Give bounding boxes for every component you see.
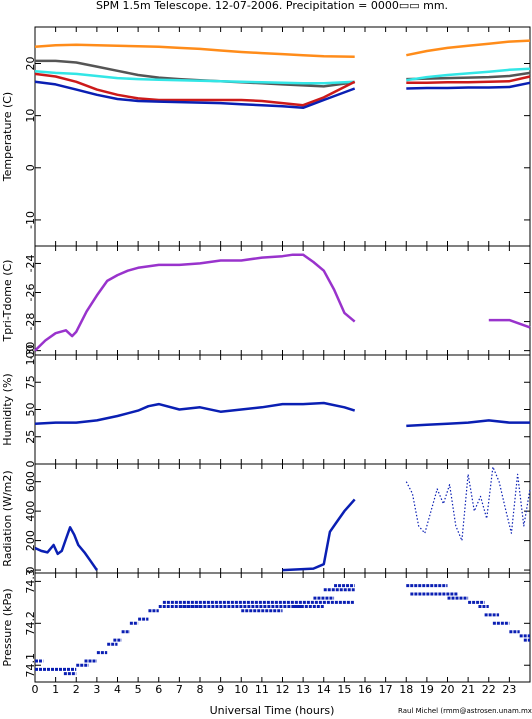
series-line — [405, 466, 531, 542]
x-tick-label: 11 — [255, 683, 269, 696]
series-line — [406, 419, 530, 428]
x-tick-label: 22 — [482, 683, 496, 696]
x-tick-label: 15 — [337, 683, 351, 696]
panel-frame — [34, 572, 531, 683]
panel-frame — [34, 354, 531, 465]
y-tick-label: 200 — [24, 530, 37, 551]
x-tick-label: 16 — [358, 683, 372, 696]
y-tick-label: 0 — [24, 567, 37, 574]
x-tick-label: 18 — [399, 683, 413, 696]
panel-frame — [34, 26, 531, 247]
y-tick-label: 20 — [24, 57, 37, 71]
y-tick-label: 0 — [24, 461, 37, 468]
x-tick-label: 5 — [135, 683, 142, 696]
series-line — [34, 253, 356, 352]
series-line — [282, 498, 356, 572]
x-axis-label: Universal Time (hours) — [210, 704, 335, 717]
panel-3: 0 25 50 75 100 Humidity (%) — [1, 345, 531, 468]
y-axis-label: Humidity (%) — [1, 373, 14, 445]
x-tick-label: 14 — [317, 683, 331, 696]
series-line — [34, 80, 356, 110]
y-tick-label: 100 — [24, 345, 37, 366]
y-tick-label: 25 — [24, 430, 37, 444]
y-tick-label: -10 — [24, 211, 37, 229]
y-tick-label: -28 — [24, 313, 37, 331]
panel-1: -10 0 10 20 Temperature (C) — [1, 26, 531, 247]
series-line — [34, 401, 356, 425]
x-tick-label: 6 — [155, 683, 162, 696]
x-tick-label: 10 — [234, 683, 248, 696]
x-tick-label: 4 — [114, 683, 121, 696]
x-tick-label: 23 — [502, 683, 516, 696]
x-tick-label: 19 — [420, 683, 434, 696]
x-tick-label: 13 — [296, 683, 310, 696]
series-line — [406, 71, 531, 81]
y-tick-label: 50 — [24, 403, 37, 417]
series-line — [406, 75, 531, 85]
x-tick-label: 17 — [379, 683, 393, 696]
series-line — [34, 526, 98, 571]
x-tick-label: 20 — [441, 683, 455, 696]
x-tick-label: 3 — [93, 683, 100, 696]
series-line — [34, 72, 356, 107]
y-tick-label: 75 — [24, 375, 37, 389]
y-tick-label: 400 — [24, 501, 37, 522]
y-tick-label: 0 — [24, 164, 37, 171]
x-tick-label: 9 — [217, 683, 224, 696]
chart-title: SPM 1.5m Telescope. 12-07-2006. Precipit… — [96, 0, 448, 12]
credit-text: Raul Michel (rmm@astrosen.unam.mx) — [398, 707, 532, 715]
x-tick-label: 7 — [176, 683, 183, 696]
y-axis-label: Tpri-Tdome (C) — [1, 260, 14, 343]
panel-5: 74.1 74.2 74.3 Pressure (kPa) — [1, 569, 531, 683]
series-line — [34, 43, 355, 58]
y-tick-label: 74.3 — [24, 569, 37, 594]
y-axis-label: Radiation (W/m2) — [1, 470, 14, 566]
y-tick-label: -26 — [24, 284, 37, 302]
x-tick-label: 2 — [73, 683, 80, 696]
series-line — [488, 318, 531, 329]
y-tick-label: 600 — [24, 471, 37, 492]
y-axis-label: Pressure (kPa) — [1, 588, 14, 666]
series-line — [406, 39, 531, 57]
series-line — [34, 70, 355, 85]
x-tick-label: 12 — [276, 683, 290, 696]
x-tick-label: 21 — [461, 683, 475, 696]
y-tick-label: -24 — [24, 254, 37, 272]
y-axis-label: Temperature (C) — [1, 92, 14, 182]
panel-frame — [34, 463, 531, 574]
y-tick-label: 74.2 — [24, 611, 37, 636]
series-line — [406, 81, 531, 90]
x-tick-label: 8 — [197, 683, 204, 696]
y-tick-label: 10 — [24, 109, 37, 123]
series-line — [406, 67, 531, 82]
x-tick-label: 0 — [32, 683, 39, 696]
panel-2: -30 -28 -26 -24 Tpri-Tdome (C) — [1, 245, 531, 360]
y-tick-label: 74.1 — [24, 653, 37, 678]
x-tick-label: 1 — [52, 683, 59, 696]
panel-4: 0 200 400 600 Radiation (W/m2) — [1, 463, 531, 574]
y-tick-label: -30 — [24, 342, 37, 360]
panel-frame — [34, 245, 531, 356]
